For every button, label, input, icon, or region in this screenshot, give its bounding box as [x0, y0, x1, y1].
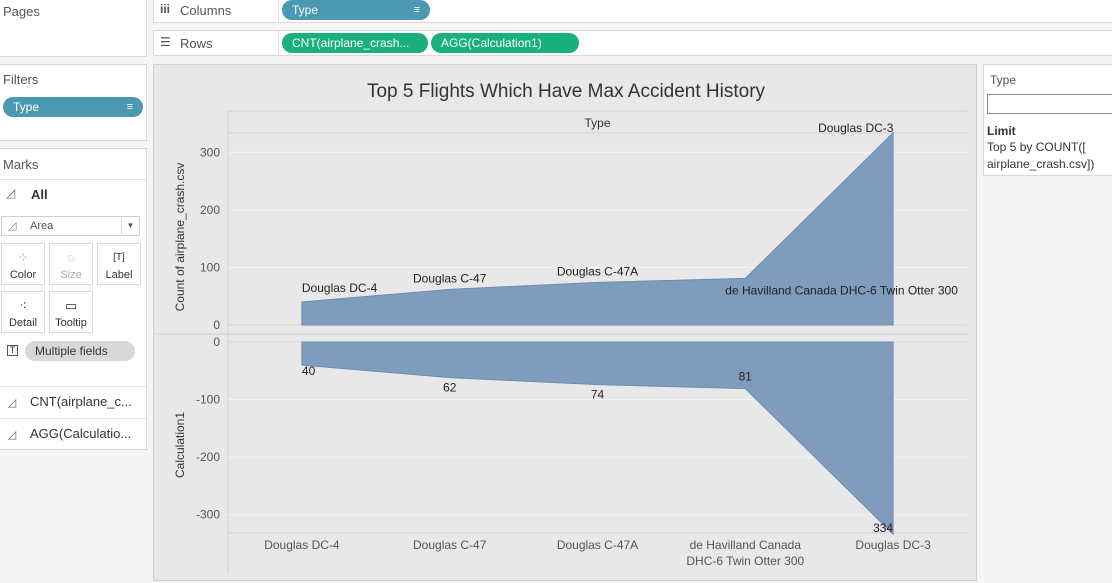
- marks-all-label: All: [31, 187, 48, 202]
- rows-shelf[interactable]: ☰ Rows CNT(airplane_crash... AGG(Calcula…: [153, 30, 1112, 56]
- column-header-label: Type: [584, 116, 610, 130]
- data-label: Douglas DC-3: [818, 121, 894, 135]
- y-tick-label: 100: [200, 260, 220, 274]
- label-label: Label: [105, 269, 133, 281]
- detail-dots-icon: ⁖: [19, 298, 27, 313]
- tooltip-speech-bubble-icon: ▭: [64, 298, 78, 313]
- y-tick-label: 0: [213, 335, 220, 349]
- area-mark-icon: ◿: [7, 429, 17, 441]
- marks-all-row[interactable]: ◿ All: [0, 179, 146, 209]
- x-tick-label: de Havilland Canada: [690, 538, 802, 552]
- type-filter-label: Type: [990, 73, 1017, 87]
- filter-pill-type[interactable]: Type ≡: [3, 97, 143, 117]
- label-button[interactable]: [T] Label: [97, 243, 141, 285]
- x-tick-label: Douglas DC-4: [264, 538, 340, 552]
- limit-text-line2: airplane_crash.csv]): [987, 157, 1095, 171]
- chevron-down-icon: ▼: [121, 217, 139, 235]
- rows-label: Rows: [180, 36, 213, 51]
- type-filter-input[interactable]: [987, 94, 1112, 114]
- pages-label: Pages: [3, 4, 40, 19]
- marks-field-agg[interactable]: ◿ AGG(Calculatio...: [0, 418, 146, 448]
- pill-label: CNT(airplane_crash...: [292, 36, 410, 50]
- color-label: Color: [9, 269, 37, 281]
- label-text-icon: [T]: [113, 252, 125, 263]
- color-button[interactable]: ⁘ Color: [1, 243, 45, 285]
- multiple-fields-label: Multiple fields: [35, 344, 108, 358]
- columns-icon: iii: [160, 2, 171, 16]
- shelf-divider: [278, 31, 279, 55]
- detail-label: Detail: [8, 317, 38, 329]
- area-chart: Top 5 Flights Which Have Max Accident Hi…: [154, 81, 967, 574]
- rows-icon: ☰: [160, 35, 171, 49]
- tooltip-button[interactable]: ▭ Tooltip: [49, 291, 93, 333]
- filters-label: Filters: [3, 72, 39, 87]
- y-axis-title: Calculation1: [173, 412, 187, 478]
- field-label: AGG(Calculatio...: [30, 426, 132, 441]
- marks-card: Marks ◿ All ◿ Area ▼ ⁘ Color ◌ Size [T] …: [0, 148, 147, 450]
- data-label: 40: [302, 364, 316, 378]
- mark-type-dropdown[interactable]: ◿ Area ▼: [1, 216, 140, 236]
- marks-label: Marks: [3, 157, 39, 172]
- data-label: 62: [443, 381, 457, 395]
- area-mark-icon: ◿: [6, 186, 16, 200]
- area-mark-icon: ◿: [7, 397, 17, 409]
- x-tick-label: Douglas C-47A: [557, 538, 638, 552]
- y-tick-label: 0: [213, 318, 220, 332]
- size-label: Size: [60, 269, 82, 281]
- data-label: 334: [873, 521, 893, 535]
- field-label: CNT(airplane_c...: [30, 394, 132, 409]
- data-label: Douglas C-47: [413, 271, 487, 285]
- filters-card: Filters Type ≡: [0, 64, 147, 141]
- chart-title: Top 5 Flights Which Have Max Accident Hi…: [367, 81, 766, 102]
- y-tick-label: -300: [196, 508, 220, 522]
- limit-label: Limit: [987, 124, 1016, 138]
- type-filter-card: Type Limit Top 5 by COUNT([ airplane_cra…: [983, 64, 1112, 176]
- label-text-icon: T: [7, 345, 18, 356]
- x-tick-label: DHC-6 Twin Otter 300: [686, 554, 804, 568]
- columns-label: Columns: [180, 3, 232, 18]
- pill-label: AGG(Calculation1): [441, 36, 542, 50]
- y-tick-label: -100: [196, 393, 220, 407]
- data-label: 81: [739, 370, 753, 384]
- pill-label: Type: [292, 3, 319, 17]
- y-tick-label: 200: [200, 203, 220, 217]
- pill-label: Type: [13, 100, 40, 114]
- y-tick-label: 300: [200, 145, 220, 159]
- size-button[interactable]: ◌ Size: [49, 243, 93, 285]
- area-mark-icon: ◿: [8, 220, 17, 232]
- multiple-fields-pill[interactable]: Multiple fields: [25, 341, 135, 361]
- detail-button[interactable]: ⁖ Detail: [1, 291, 45, 333]
- chart-view: Top 5 Flights Which Have Max Accident Hi…: [153, 64, 977, 581]
- data-label: 74: [591, 388, 605, 402]
- y-tick-label: -200: [196, 450, 220, 464]
- sort-descending-icon: ≡: [413, 4, 420, 16]
- x-tick-label: Douglas DC-3: [855, 538, 931, 552]
- limit-text-line1: Top 5 by COUNT([: [987, 140, 1086, 154]
- columns-pill-type[interactable]: Type ≡: [282, 0, 430, 20]
- data-label: de Havilland Canada DHC-6 Twin Otter 300: [725, 283, 958, 297]
- data-label: Douglas DC-4: [302, 281, 378, 295]
- shelf-divider: [278, 0, 279, 22]
- mark-type-label: Area: [30, 220, 54, 232]
- rows-pill-cnt[interactable]: CNT(airplane_crash...: [282, 33, 428, 53]
- rows-pill-agg[interactable]: AGG(Calculation1): [431, 33, 579, 53]
- pages-card: Pages: [0, 0, 147, 57]
- area-series-count: [301, 131, 894, 326]
- y-axis-title: Count of airplane_crash.csv: [173, 163, 187, 312]
- columns-shelf[interactable]: iii Columns Type ≡: [153, 0, 1112, 23]
- sort-descending-icon: ≡: [126, 101, 133, 113]
- size-icon: ◌: [67, 250, 75, 265]
- data-label: Douglas C-47A: [557, 264, 638, 278]
- marks-field-cnt[interactable]: ◿ CNT(airplane_c...: [0, 386, 146, 416]
- tooltip-label: Tooltip: [55, 317, 87, 329]
- color-dots-icon: ⁘: [17, 250, 29, 265]
- area-series-calculation1: [301, 341, 894, 536]
- x-tick-label: Douglas C-47: [413, 538, 487, 552]
